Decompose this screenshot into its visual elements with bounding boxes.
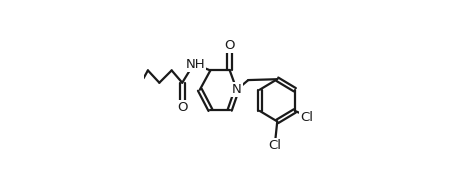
Text: Cl: Cl (300, 111, 313, 124)
Text: NH: NH (186, 58, 205, 71)
Text: O: O (225, 39, 235, 52)
Text: O: O (177, 101, 188, 114)
Text: Cl: Cl (268, 139, 281, 152)
Text: N: N (232, 83, 242, 96)
